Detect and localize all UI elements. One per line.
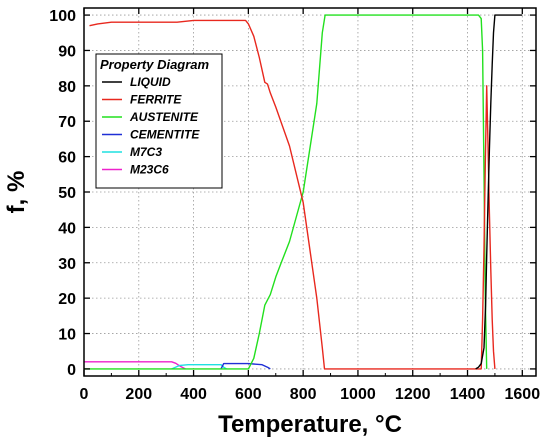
series-line-cementite — [220, 362, 271, 370]
legend-label-cementite: CEMENTITE — [130, 128, 200, 142]
legend-title: Property Diagram — [100, 57, 210, 72]
y-axis-title: f, % — [3, 171, 30, 214]
y-tick-label: 50 — [58, 185, 76, 202]
x-tick-label: 0 — [80, 386, 89, 403]
legend-label-m7c3: M7C3 — [130, 145, 162, 159]
y-tick-label: 0 — [67, 362, 76, 379]
series-lines — [84, 14, 523, 370]
x-tick-label: 200 — [125, 386, 152, 403]
legend-label-ferrite: FERRITE — [130, 93, 182, 107]
y-tick-label: 40 — [58, 220, 76, 237]
x-tick-label: 800 — [290, 386, 317, 403]
x-tick-label: 1000 — [340, 386, 376, 403]
y-tick-label: 60 — [58, 150, 76, 167]
y-tick-label: 10 — [58, 327, 76, 344]
x-tick-label: 1600 — [505, 386, 541, 403]
y-tick-label: 100 — [49, 8, 76, 25]
x-tick-label: 400 — [180, 386, 207, 403]
x-axis-title: Temperature, °C — [218, 411, 402, 438]
y-tick-label: 70 — [58, 114, 76, 131]
x-tick-label: 1200 — [395, 386, 431, 403]
legend-label-m23c6: M23C6 — [130, 163, 169, 177]
series-line-austenite — [84, 14, 488, 370]
axis-ticks: 0 200 400 600 800 1000 1200 1400 1600 0 10 20 30 40 50… — [49, 8, 540, 403]
series-line-ferrite — [89, 19, 496, 370]
series-line-m7c3 — [171, 364, 227, 370]
series-line-liquid — [475, 14, 523, 370]
legend-label-austenite: AUSTENITE — [129, 110, 199, 124]
legend-label-liquid: LIQUID — [130, 75, 171, 89]
x-tick-label: 1400 — [450, 386, 486, 403]
y-tick-label: 20 — [58, 291, 76, 308]
y-tick-label: 30 — [58, 256, 76, 273]
x-tick-label: 600 — [235, 386, 262, 403]
y-tick-label: 80 — [58, 79, 76, 96]
legend: Property Diagram LIQUID FERRITE AUSTENITE C… — [95, 53, 223, 189]
y-tick-label: 90 — [58, 43, 76, 60]
legend-box — [95, 53, 223, 189]
